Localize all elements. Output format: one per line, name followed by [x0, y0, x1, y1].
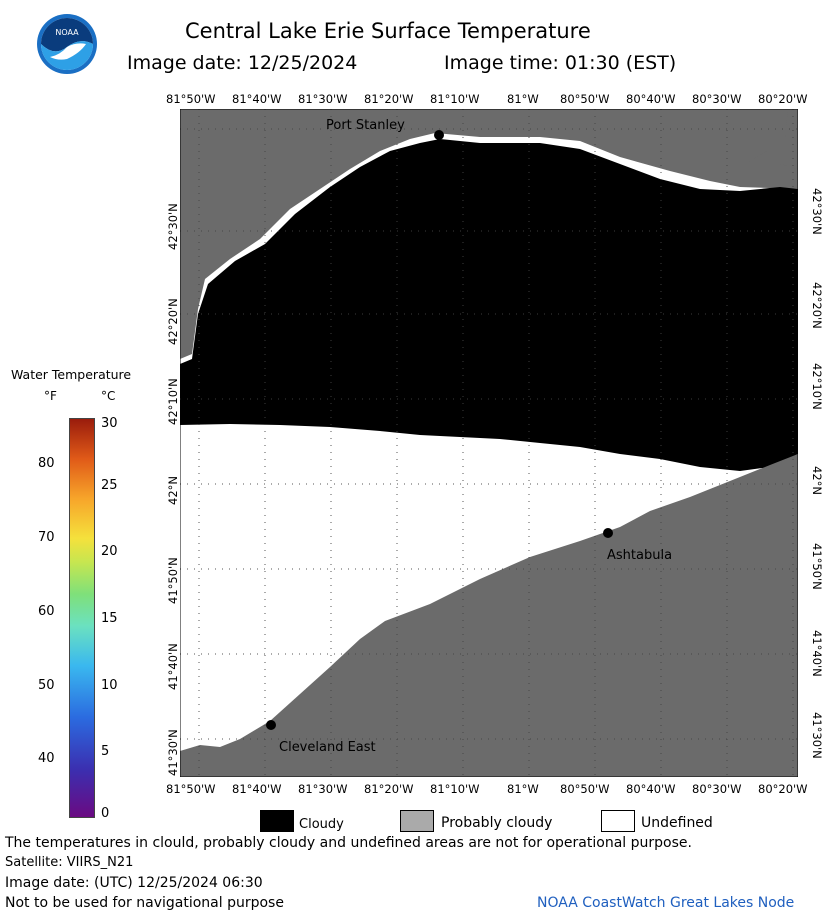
- lon-label: 81°20'W: [364, 92, 414, 106]
- cleveland-east-marker: [266, 720, 276, 730]
- lon-label: 80°20'W: [758, 92, 808, 106]
- lat-label: 42°N: [166, 476, 180, 505]
- port-stanley-marker: [434, 130, 444, 140]
- lon-label: 81°W: [507, 92, 539, 106]
- f-tick: 40: [38, 751, 55, 766]
- ashtabula-marker: [603, 528, 613, 538]
- lat-label: 41°30'N: [166, 729, 180, 776]
- lon-label: 81°10'W: [430, 92, 480, 106]
- land-north: [180, 109, 798, 359]
- utc-date-text: Image date: (UTC) 12/25/2024 06:30: [5, 875, 263, 891]
- lon-label: 80°30'W: [692, 92, 742, 106]
- lon-label: 80°30'W: [692, 782, 742, 796]
- lon-label: 80°20'W: [758, 782, 808, 796]
- lat-label: 42°20'N: [810, 282, 824, 329]
- f-tick: 70: [38, 530, 55, 545]
- lat-label: 42°N: [810, 466, 824, 495]
- lon-label: 81°50'W: [166, 782, 216, 796]
- c-tick: 0: [101, 806, 110, 821]
- lat-label: 42°30'N: [166, 203, 180, 250]
- c-tick: 10: [101, 678, 118, 693]
- lon-label: 81°10'W: [430, 782, 480, 796]
- lon-label: 80°40'W: [626, 782, 676, 796]
- c-tick: 15: [101, 611, 118, 626]
- legend-label-probably-cloudy: Probably cloudy: [441, 815, 553, 831]
- legend-swatch-probably-cloudy: [400, 810, 434, 832]
- temperature-colorbar: [69, 418, 95, 818]
- lat-label: 41°50'N: [810, 543, 824, 590]
- lon-label: 81°50'W: [166, 92, 216, 106]
- lat-label: 41°40'N: [166, 643, 180, 690]
- legend-label-cloudy: Cloudy: [299, 817, 344, 832]
- lat-label: 41°30'N: [810, 712, 824, 759]
- lon-label: 81°20'W: [364, 782, 414, 796]
- satellite-text: Satellite: VIIRS_N21: [5, 855, 134, 870]
- place-label-port-stanley: Port Stanley: [326, 118, 405, 133]
- place-label-cleveland-east: Cleveland East: [279, 740, 376, 755]
- map-title: Central Lake Erie Surface Temperature: [185, 19, 591, 43]
- lon-label: 81°W: [507, 782, 539, 796]
- lon-label: 81°40'W: [232, 92, 282, 106]
- land-south: [180, 454, 798, 777]
- legend-swatch-undefined: [601, 810, 635, 832]
- lon-label: 80°50'W: [560, 92, 610, 106]
- disclaimer-text: The temperatures in clould, probably clo…: [5, 835, 692, 851]
- scale-unit-c: °C: [101, 389, 116, 403]
- lat-label: 42°30'N: [810, 188, 824, 235]
- legend-label-undefined: Undefined: [641, 815, 713, 831]
- lake-map: [180, 109, 798, 777]
- svg-text:NOAA: NOAA: [55, 28, 79, 37]
- legend-swatch-cloudy: [260, 810, 294, 832]
- lon-label: 81°40'W: [232, 782, 282, 796]
- lat-label: 42°10'N: [810, 363, 824, 410]
- lon-label: 81°30'W: [298, 92, 348, 106]
- graticule: [180, 109, 798, 777]
- cloudy-area: [180, 139, 798, 471]
- f-tick: 50: [38, 678, 55, 693]
- c-tick: 20: [101, 544, 118, 559]
- lat-label: 42°20'N: [166, 298, 180, 345]
- credit-text: NOAA CoastWatch Great Lakes Node: [537, 895, 795, 911]
- f-tick: 60: [38, 604, 55, 619]
- image-time: Image time: 01:30 (EST): [444, 52, 677, 74]
- c-tick: 25: [101, 478, 118, 493]
- c-tick: 5: [101, 744, 110, 759]
- image-date: Image date: 12/25/2024: [127, 52, 358, 74]
- lon-label: 80°40'W: [626, 92, 676, 106]
- lon-label: 81°30'W: [298, 782, 348, 796]
- land-northeast: [745, 109, 798, 169]
- scale-title: Water Temperature: [11, 367, 132, 382]
- lat-label: 41°50'N: [166, 557, 180, 604]
- c-tick: 30: [101, 416, 118, 431]
- scale-unit-f: °F: [44, 389, 57, 403]
- navigation-warning: Not to be used for navigational purpose: [5, 895, 284, 911]
- lon-label: 80°50'W: [560, 782, 610, 796]
- lat-label: 42°10'N: [166, 378, 180, 425]
- noaa-logo: NOAA: [36, 13, 98, 75]
- lat-label: 41°40'N: [810, 630, 824, 677]
- place-label-ashtabula: Ashtabula: [607, 548, 673, 563]
- f-tick: 80: [38, 456, 55, 471]
